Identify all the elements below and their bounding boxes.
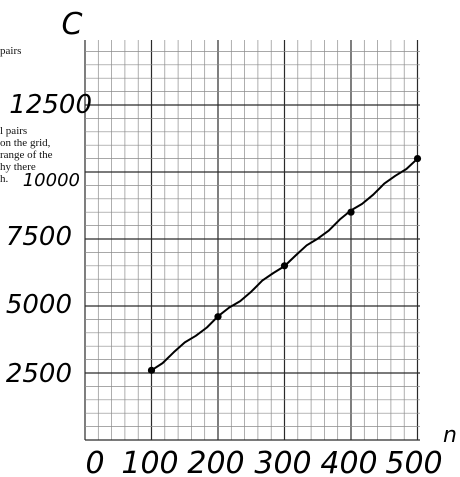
y-tick-label: 5000	[6, 290, 72, 320]
x-axis-label: n	[443, 423, 457, 448]
background-text-line: l pairs	[0, 125, 28, 137]
data-point	[280, 262, 289, 270]
background-text-line: hy there	[0, 161, 36, 173]
y-tick-label: 10000	[23, 170, 80, 191]
y-tick-label: 12500	[9, 90, 92, 120]
x-tick-label: 400	[320, 446, 377, 477]
background-text-line: range of the	[0, 149, 53, 161]
x-tick-label: 0	[85, 446, 104, 477]
data-point	[347, 208, 355, 216]
axis-labels: Cn	[62, 7, 457, 448]
background-text-line: pairs	[0, 45, 22, 57]
grid	[84, 40, 420, 441]
y-tick-label: 7500	[6, 222, 72, 252]
y-axis-label: C	[62, 7, 83, 42]
y-tick-label: 2500	[6, 359, 72, 389]
x-tick-label: 200	[187, 446, 244, 477]
data-points	[147, 155, 422, 374]
data-point	[214, 313, 222, 321]
x-tick-label: 100	[121, 446, 178, 477]
data-point	[413, 155, 422, 163]
background-text-line: h.	[0, 173, 9, 185]
background-text-line: on the grid,	[0, 137, 51, 149]
x-tick-label: 300	[254, 446, 311, 477]
data-point	[147, 366, 156, 374]
tick-labels: 0 100 200 300 400 500 2500 5000 7500 10000 12500	[6, 90, 443, 477]
x-tick-label: 500	[385, 446, 442, 477]
